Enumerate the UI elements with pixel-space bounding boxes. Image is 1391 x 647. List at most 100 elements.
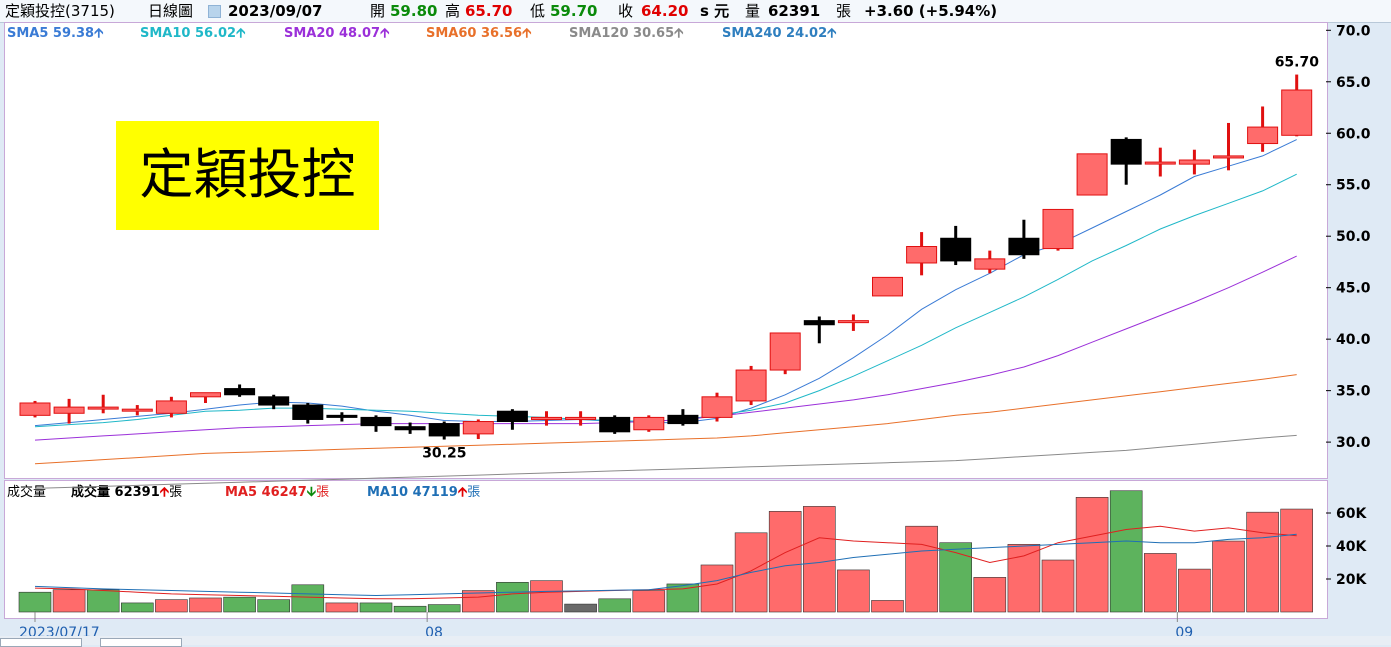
- candle: [735, 365, 767, 406]
- candle: [1213, 122, 1244, 171]
- y-tick-label: 30.0: [1336, 435, 1371, 451]
- volume-bar: [939, 542, 973, 613]
- candle: [394, 422, 426, 434]
- toolbar-field[interactable]: [100, 638, 182, 647]
- volume-bar: [291, 584, 325, 613]
- volume-ma10-line: [34, 533, 1297, 597]
- candle: [19, 400, 51, 418]
- candle-body: [496, 410, 528, 423]
- up-arrow-icon: 🡩: [380, 26, 390, 41]
- volume-value: 62391: [768, 2, 821, 20]
- volume-bar: [905, 525, 938, 613]
- bottom-toolbar: [0, 636, 1391, 645]
- sma10-legend-label: SMA10 56.02: [140, 26, 237, 41]
- candle-body: [87, 406, 119, 410]
- toolbar-field[interactable]: [0, 638, 82, 647]
- candle: [599, 415, 631, 434]
- candle: [121, 405, 153, 416]
- volume-bar: [871, 600, 904, 613]
- candle: [258, 394, 290, 410]
- series-line-sma60: [34, 374, 1297, 465]
- candle-body: [428, 423, 460, 437]
- up-arrow-icon: 🡩: [94, 26, 104, 41]
- candle: [531, 411, 562, 426]
- sma20-legend-label: SMA20 48.07: [284, 26, 381, 41]
- sma240-legend-label: SMA240 24.02: [722, 26, 828, 41]
- candle: [667, 409, 699, 426]
- candle-body: [19, 402, 51, 416]
- sma10-legend: SMA10 56.02🡩: [140, 24, 245, 46]
- candle: [701, 392, 733, 422]
- candle-body: [224, 388, 256, 396]
- y-tick-label: 65.0: [1336, 75, 1371, 91]
- sma60-legend-label: SMA60 36.56: [426, 26, 523, 41]
- candle: [326, 412, 358, 422]
- volume-bar: [189, 597, 222, 613]
- up-arrow-icon: 🡩: [457, 485, 468, 500]
- candle-body: [1008, 237, 1040, 256]
- candle-body: [1144, 161, 1176, 165]
- volume-bar: [359, 602, 393, 613]
- candle-body: [155, 400, 187, 414]
- candle-body: [1042, 208, 1074, 250]
- candle: [360, 415, 392, 432]
- series-line-sma120: [34, 434, 1297, 489]
- candle-body: [565, 416, 597, 420]
- volume-bar: [1212, 540, 1245, 613]
- volume-bar: [530, 580, 563, 613]
- y-tick-label: 60.0: [1336, 126, 1371, 142]
- candle: [462, 419, 494, 440]
- candle-body: [1076, 153, 1108, 196]
- stock-name-banner: 定穎投控: [116, 121, 379, 230]
- volume-bar: [223, 596, 256, 613]
- candle: [769, 332, 801, 375]
- candle-body: [258, 396, 290, 406]
- candle-body: [940, 237, 972, 262]
- data-label: 65.70: [1275, 55, 1320, 71]
- volume-ma5-legend: MA5 46247🡫張: [225, 481, 329, 505]
- y-tick-label: 40.0: [1336, 332, 1371, 348]
- open-label: 開: [370, 2, 386, 20]
- candle: [633, 415, 665, 432]
- up-arrow-icon: 🡩: [827, 26, 837, 41]
- y-tick-label: 55.0: [1336, 178, 1371, 194]
- volume-bar: [86, 589, 120, 613]
- price-unit: s 元: [700, 2, 730, 20]
- quote-date: 2023/09/07: [228, 2, 323, 20]
- candle-body: [190, 392, 221, 398]
- volume-bar: [700, 564, 734, 613]
- close-label: 收: [618, 2, 634, 20]
- candle: [292, 402, 324, 424]
- candle-body: [1281, 89, 1313, 136]
- volume-ma5-unit: 張: [316, 485, 330, 500]
- volume-bar: [496, 581, 529, 613]
- sma5-legend: SMA5 59.38🡩: [7, 24, 103, 46]
- candle-body: [872, 276, 903, 297]
- volume-legend-label: 成交量 62391: [71, 485, 160, 500]
- volume-legend-item: 成交量 62391🡩張: [71, 481, 182, 505]
- candle-body: [701, 396, 733, 418]
- candle-body: [1110, 138, 1142, 165]
- stock-name: 定穎投控(3715): [5, 2, 115, 20]
- candle: [1042, 208, 1074, 251]
- volume-bar: [973, 577, 1007, 613]
- price-chart-panel[interactable]: [4, 22, 1328, 479]
- chart-kind-dropdown-icon[interactable]: [208, 5, 221, 18]
- stock-name-banner-text: 定穎投控: [139, 143, 356, 206]
- low-value: 59.70: [550, 2, 598, 20]
- candle-body: [769, 332, 801, 371]
- volume-ma10-label: MA10 47119: [367, 485, 458, 500]
- volume-bar: [427, 604, 461, 613]
- quote-header: 定穎投控(3715) 日線圖 2023/09/07 開 59.80 高 65.7…: [0, 0, 1391, 23]
- candle: [1008, 219, 1040, 259]
- volume-legend-unit: 張: [169, 485, 183, 500]
- candle-body: [394, 426, 426, 431]
- y-tick-label: 35.0: [1336, 384, 1371, 400]
- sma5-legend-label: SMA5 59.38: [7, 26, 95, 41]
- candle: [496, 409, 528, 430]
- candle: [1178, 149, 1210, 175]
- low-label: 低: [530, 2, 546, 20]
- candle: [224, 384, 256, 397]
- volume-bar: [768, 511, 802, 613]
